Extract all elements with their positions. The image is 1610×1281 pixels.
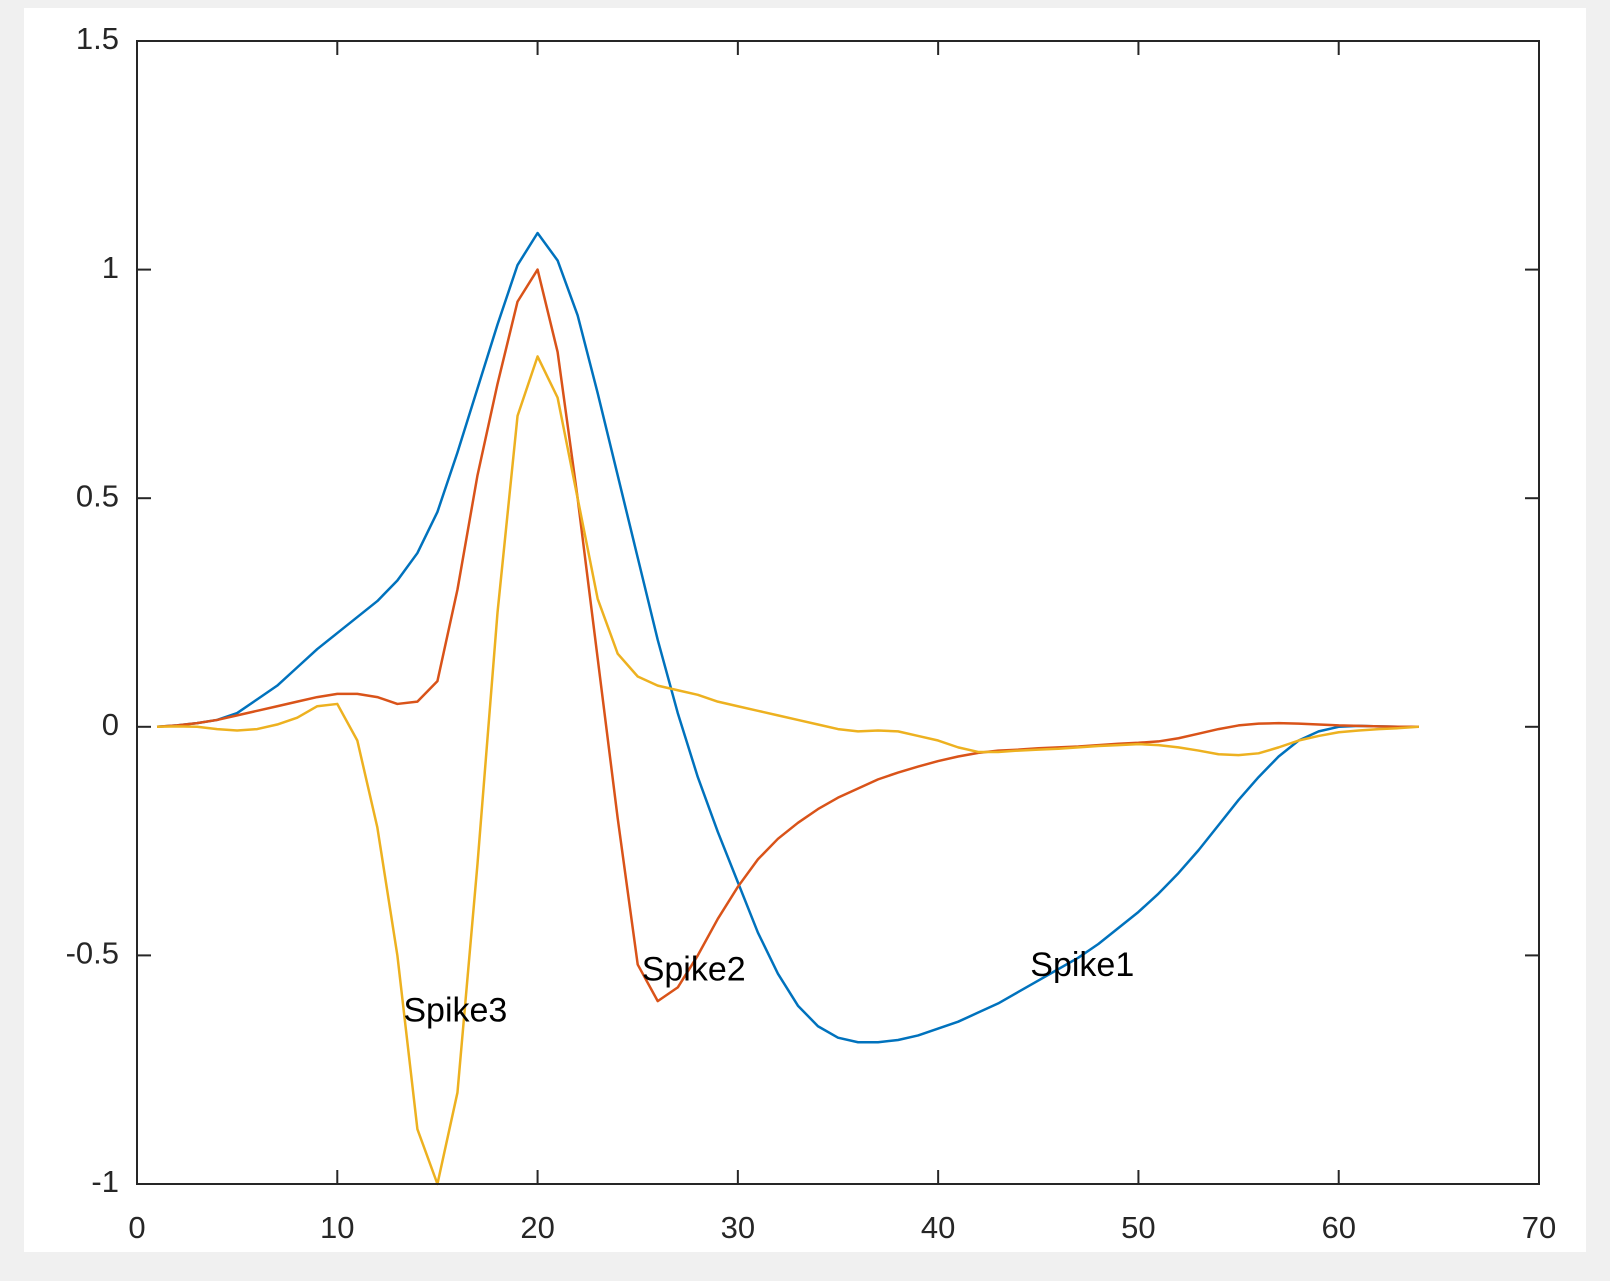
x-tick-label: 50 (1121, 1210, 1155, 1245)
x-tick-label: 40 (921, 1210, 955, 1245)
annotation: Spike1 (1030, 946, 1134, 984)
x-tick-label: 30 (721, 1210, 755, 1245)
series-line (157, 355, 1419, 1186)
annotation: Spike3 (403, 992, 507, 1030)
y-tick-label: -1 (91, 1164, 119, 1199)
series-line (156, 268, 1419, 1003)
x-tick-label: 0 (128, 1210, 145, 1245)
plot-area (137, 41, 1539, 1184)
x-tick-label: 70 (1522, 1210, 1556, 1245)
series-line (156, 231, 1419, 1044)
axes-box (136, 40, 1540, 1185)
x-tick-label: 10 (320, 1210, 354, 1245)
y-tick-label: -0.5 (66, 936, 119, 971)
y-tick-label: 1.5 (76, 21, 119, 56)
annotation: Spike2 (642, 950, 746, 988)
y-tick-label: 0.5 (76, 478, 119, 513)
x-tick-label: 60 (1321, 1210, 1355, 1245)
x-tick-label: 20 (520, 1210, 554, 1245)
y-tick-label: 0 (102, 707, 119, 742)
y-tick-label: 1 (102, 250, 119, 285)
